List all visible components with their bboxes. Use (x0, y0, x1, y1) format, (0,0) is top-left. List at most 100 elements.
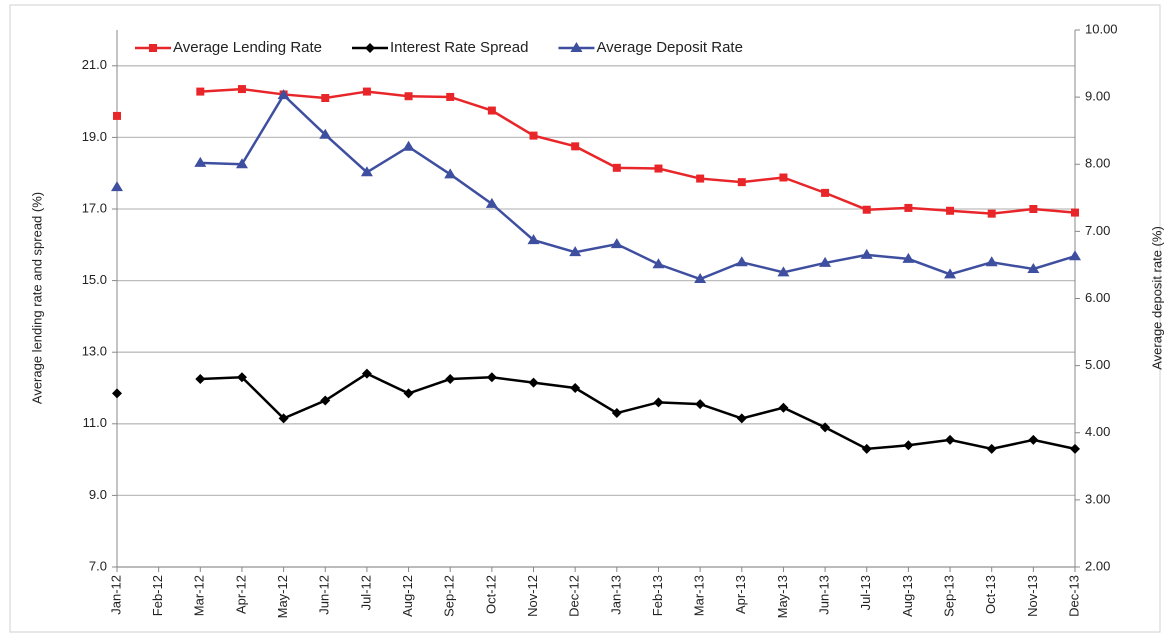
point (611, 408, 622, 419)
point (404, 92, 413, 101)
point (904, 203, 913, 212)
point (778, 402, 789, 413)
x-tick-label: Apr-13 (733, 575, 748, 614)
chart-frame (9, 4, 1161, 633)
x-tick-label: Jan-12 (108, 575, 123, 615)
point (487, 106, 496, 115)
point (652, 258, 665, 269)
point (654, 164, 663, 173)
y2-tick-label: 9.00 (1085, 89, 1110, 104)
x-tick-label: Mar-12 (192, 575, 207, 616)
point (696, 174, 705, 183)
x-tick-label: Apr-12 (233, 575, 248, 614)
point (402, 140, 415, 151)
x-tick-label: Oct-13 (983, 575, 998, 614)
y-tick-label: 13.0 (82, 344, 107, 359)
point (1028, 434, 1039, 445)
point (653, 397, 664, 408)
x-tick-label: Mar-13 (692, 575, 707, 616)
point (445, 374, 456, 385)
point (195, 374, 206, 385)
point (319, 128, 332, 139)
x-tick-label: Dec-13 (1066, 575, 1081, 617)
point (779, 173, 788, 182)
y-tick-label: 11.0 (83, 415, 107, 430)
y-tick-label: 15.0 (82, 272, 107, 287)
point (529, 131, 538, 140)
y2-tick-label: 7.00 (1085, 223, 1110, 238)
x-tick-label: Jun-12 (317, 575, 332, 615)
x-tick-label: Dec-12 (567, 575, 582, 617)
x-tick-label: Aug-12 (400, 575, 415, 617)
point (362, 87, 371, 96)
y-tick-label: 19.0 (82, 129, 107, 144)
point (571, 142, 580, 151)
y-tick-label: 17.0 (82, 200, 107, 215)
point (1029, 205, 1038, 213)
point (777, 266, 790, 277)
x-tick-label: May-13 (775, 575, 790, 618)
x-tick-label: Feb-13 (650, 575, 665, 616)
point (820, 422, 831, 433)
point (528, 377, 539, 388)
y2-tick-label: 3.00 (1085, 491, 1110, 506)
point (819, 256, 832, 267)
point (570, 383, 581, 393)
series-line (200, 93, 1076, 281)
x-tick-label: Nov-13 (1025, 575, 1040, 617)
point (149, 44, 157, 52)
point (446, 92, 455, 101)
point (278, 413, 289, 424)
point (735, 256, 748, 267)
point (527, 234, 540, 245)
y2-tick-label: 5.00 (1085, 357, 1110, 372)
point (861, 443, 872, 454)
y2-tick-label: 2.00 (1085, 558, 1110, 573)
point (360, 166, 373, 177)
point (365, 43, 376, 53)
x-tick-label: Nov-12 (525, 575, 540, 617)
point (986, 443, 997, 454)
point (612, 163, 621, 172)
point (111, 181, 123, 192)
series-line (200, 372, 1076, 451)
point (277, 89, 290, 100)
legend: Average Lending Rate Interest Rate Spread… (135, 39, 743, 56)
legend-label: Interest Rate Spread (390, 39, 528, 56)
x-tick-label: Aug-13 (900, 575, 915, 617)
point (485, 197, 498, 208)
point (194, 156, 207, 167)
point (862, 205, 871, 214)
point (321, 94, 330, 103)
y2-tick-label: 10.00 (1085, 21, 1118, 36)
point (736, 413, 747, 424)
x-tick-label: Jul-13 (858, 575, 873, 610)
point (737, 178, 746, 187)
x-tick-label: Sep-12 (442, 575, 457, 617)
point (860, 248, 873, 259)
point (403, 388, 414, 399)
point (236, 372, 247, 383)
x-tick-label: Jun-13 (817, 575, 832, 615)
point (1027, 262, 1040, 273)
point (196, 87, 205, 96)
point (113, 111, 121, 120)
y2-tick-label: 6.00 (1085, 290, 1110, 305)
y2-tick-label: 4.00 (1085, 424, 1110, 439)
point (235, 158, 248, 169)
point (486, 372, 497, 383)
legend-label: Average Deposit Rate (596, 39, 742, 56)
x-tick-label: Jan-13 (608, 575, 623, 615)
point (1071, 208, 1079, 217)
point (1070, 443, 1080, 454)
y2-axis-label: Average deposit rate (%) (1149, 226, 1164, 370)
point (903, 440, 914, 451)
point (695, 399, 706, 410)
point (985, 256, 998, 267)
legend-label: Average Lending Rate (173, 39, 322, 56)
point (987, 209, 996, 218)
x-tick-label: Jul-12 (358, 575, 373, 610)
point (112, 388, 122, 399)
y-tick-label: 9.0 (89, 487, 107, 502)
